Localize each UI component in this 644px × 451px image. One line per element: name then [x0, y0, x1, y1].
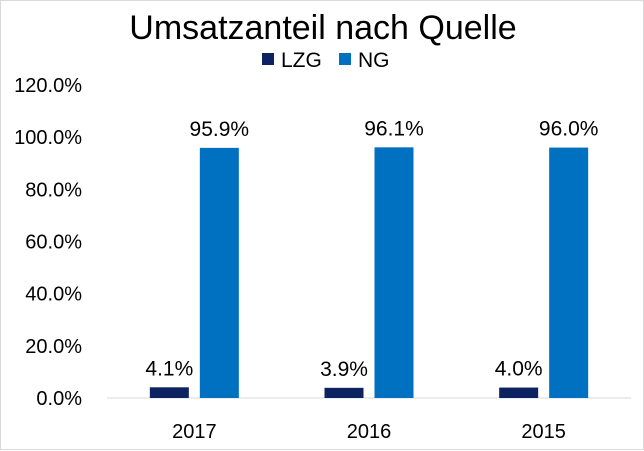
- bar-lzg-2015: [499, 387, 539, 398]
- legend-swatch-lzg: [262, 53, 274, 65]
- legend-swatch-ng: [339, 53, 351, 65]
- y-axis: 0.0% 20.0% 40.0% 60.0% 80.0% 100.0% 120.0%: [14, 75, 82, 410]
- x-axis: 2017 2016 2015: [172, 421, 566, 443]
- legend-label-lzg: LZG: [281, 49, 322, 72]
- data-label-lzg-2016: 3.9%: [320, 358, 368, 381]
- data-label-lzg-2015: 4.0%: [495, 358, 543, 381]
- data-label-ng-2016: 96.1%: [364, 117, 424, 140]
- y-tick-label: 120.0%: [14, 75, 82, 97]
- x-tick-label: 2015: [521, 421, 566, 443]
- data-labels-group: 4.1% 95.9% 3.9% 96.1% 4.0% 96.0%: [145, 117, 598, 380]
- bar-lzg-2016: [324, 387, 364, 398]
- bar-ng-2015: [549, 147, 589, 398]
- bar-ng-2016: [374, 147, 414, 398]
- data-label-lzg-2017: 4.1%: [145, 357, 193, 380]
- y-tick-label: 100.0%: [14, 127, 82, 149]
- y-tick-label: 0.0%: [36, 388, 82, 410]
- bar-ng-2017: [199, 147, 239, 398]
- y-tick-label: 60.0%: [25, 232, 82, 254]
- data-label-ng-2015: 96.0%: [539, 118, 599, 141]
- bar-lzg-2017: [149, 387, 189, 398]
- x-tick-label: 2017: [172, 421, 217, 443]
- data-label-ng-2017: 95.9%: [190, 118, 250, 141]
- legend: LZG NG: [262, 49, 390, 72]
- x-tick-label: 2016: [347, 421, 392, 443]
- y-tick-label: 40.0%: [25, 284, 82, 306]
- y-tick-label: 80.0%: [25, 179, 82, 201]
- legend-label-ng: NG: [358, 49, 390, 72]
- y-tick-label: 20.0%: [25, 336, 82, 358]
- bars-group: [149, 147, 589, 398]
- chart-title: Umsatzanteil nach Quelle: [129, 9, 516, 47]
